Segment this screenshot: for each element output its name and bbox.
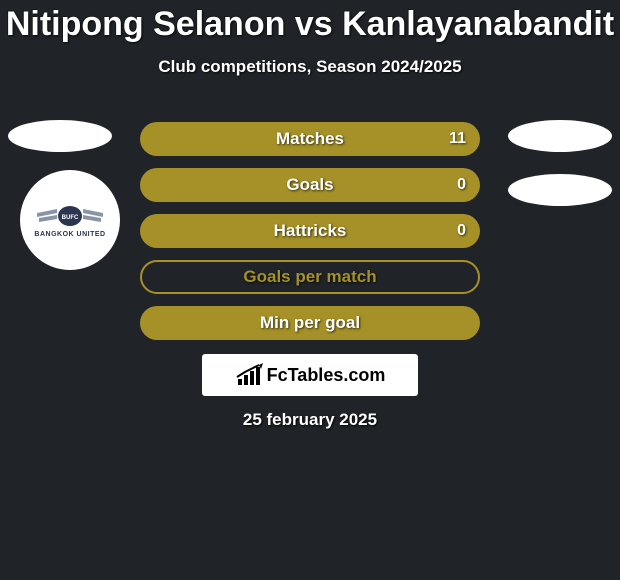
- stat-value: 11: [449, 130, 466, 148]
- club-badge-icon: BUFC: [35, 203, 105, 229]
- date-stamp: 25 february 2025: [0, 410, 620, 430]
- subtitle: Club competitions, Season 2024/2025: [0, 57, 620, 77]
- club-badge-label: BANGKOK UNITED: [34, 231, 105, 238]
- brand-chart-icon: [235, 363, 265, 387]
- stat-row-matches: Matches 11: [140, 122, 480, 156]
- stat-value: 0: [457, 176, 466, 194]
- stat-label: Goals: [286, 175, 333, 195]
- brand-box: FcTables.com: [202, 354, 418, 396]
- stat-row-goals: Goals 0: [140, 168, 480, 202]
- stat-label: Min per goal: [260, 313, 360, 333]
- stat-label: Goals per match: [243, 267, 376, 287]
- stat-label: Hattricks: [274, 221, 347, 241]
- stat-row-hattricks: Hattricks 0: [140, 214, 480, 248]
- player-slot-right-2: [508, 174, 612, 206]
- stat-row-goals-per-match: Goals per match: [140, 260, 480, 294]
- stat-value: 0: [457, 222, 466, 240]
- stat-row-min-per-goal: Min per goal: [140, 306, 480, 340]
- stats-list: Matches 11 Goals 0 Hattricks 0 Goals per…: [140, 122, 480, 352]
- brand-name: FcTables.com: [267, 365, 386, 386]
- page-title: Nitipong Selanon vs Kanlayanabandit: [0, 0, 620, 43]
- stat-label: Matches: [276, 129, 344, 149]
- club-badge: BUFC BANGKOK UNITED: [20, 170, 120, 270]
- player-slot-right-1: [508, 120, 612, 152]
- player-slot-left-1: [8, 120, 112, 152]
- svg-text:BUFC: BUFC: [62, 215, 79, 221]
